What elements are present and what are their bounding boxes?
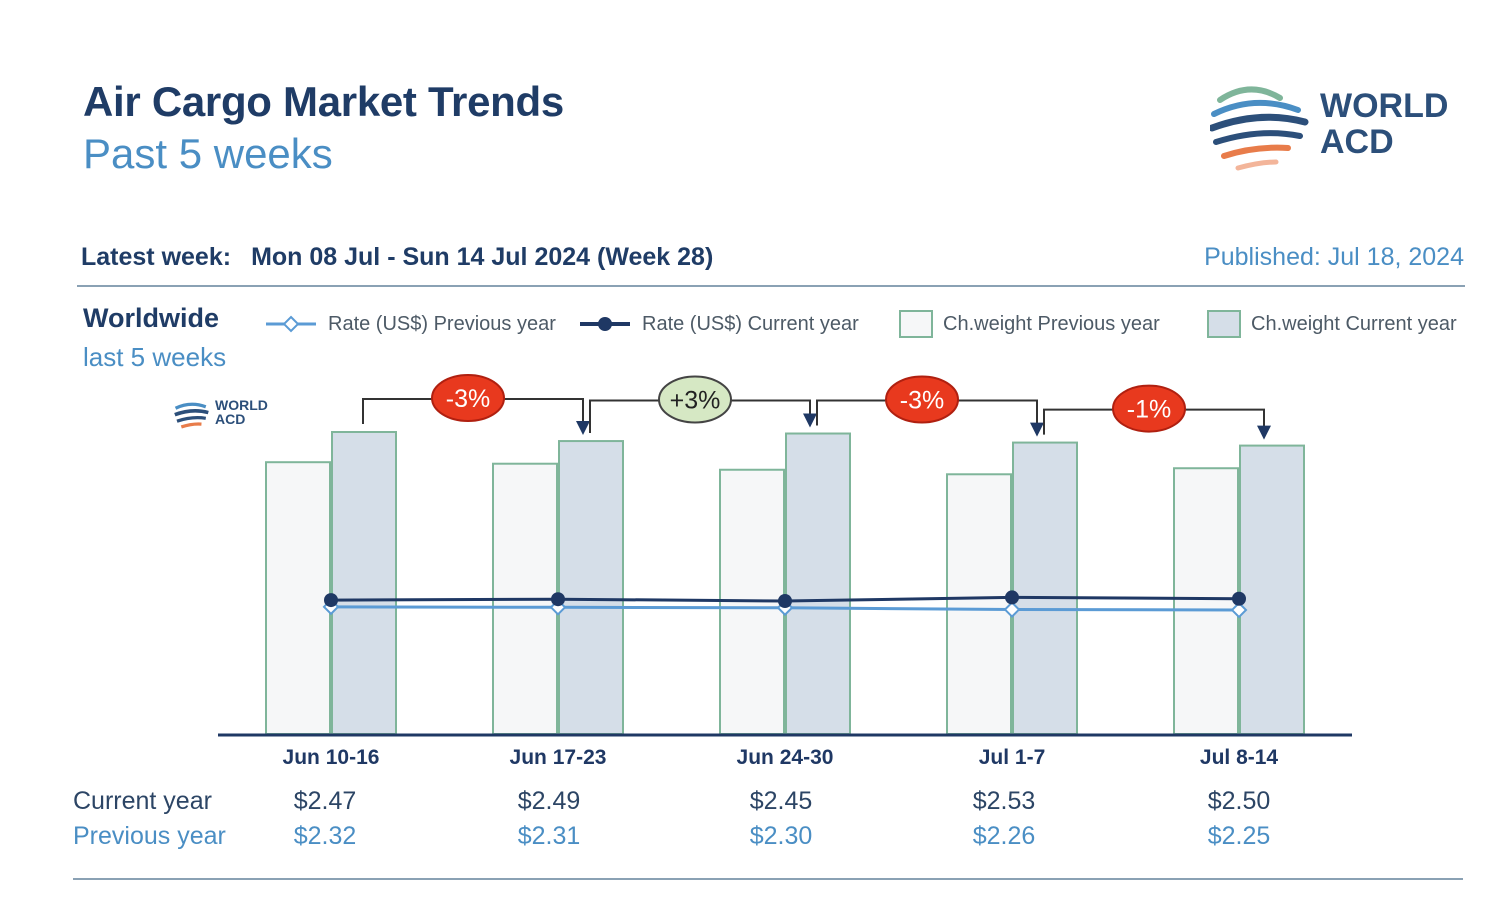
point-rate-current [324,593,338,608]
point-rate-current [1005,590,1019,605]
legend-box-blue-icon [1207,310,1241,338]
logo-text-world: WORLD [1320,87,1449,125]
globe-swirl-small-icon [174,402,209,429]
change-badge-label: +3% [670,387,721,415]
bar-chweight-previous [265,461,331,735]
point-rate-current [778,594,792,608]
divider-bottom [73,878,1463,880]
legend-rate-previous: Rate (US$) Previous year [264,309,556,339]
change-badge-label: -1% [1127,396,1171,424]
change-badge [431,374,505,422]
x-tick-label: Jul 1-7 [979,746,1046,769]
x-tick-label: Jun 24-30 [737,746,834,769]
page-title: Air Cargo Market Trends [83,78,564,125]
bar-chweight-current [785,432,851,735]
rate-previous-value: $2.31 [517,822,581,850]
rate-current-value: $2.49 [517,787,581,815]
change-badge [658,375,732,424]
legend-rate-current: Rate (US$) Current year [578,309,859,339]
latest-week-value: Mon 08 Jul - Sun 14 Jul 2024 (Week 28) [251,243,714,271]
point-rate-current [551,592,565,607]
point-rate-previous [1230,601,1248,619]
rate-current-value: $2.53 [972,787,1036,815]
point-rate-previous [1003,601,1021,618]
bar-chweight-current [1012,441,1078,735]
bar-chweight-previous [946,473,1012,735]
chart-watermark-logo: WORLD ACD [173,396,273,432]
page-subtitle: Past 5 weeks [83,130,333,177]
legend-line-dot-icon [580,317,630,331]
change-badge [1112,384,1186,433]
rate-previous-value: $2.26 [972,822,1036,850]
bar-chweight-current [1239,444,1305,735]
change-badge [885,375,959,424]
change-badge-label: -3% [446,385,490,413]
change-badge-label: -3% [900,387,944,415]
legend-rate-current-label: Rate (US$) Current year [642,312,859,335]
latest-week-label: Latest week: [81,243,232,271]
bar-chweight-current [331,431,397,735]
legend-cw-previous: Ch.weight Previous year [899,309,1160,339]
bar-chweight-previous [1173,467,1239,735]
point-rate-current [1232,591,1246,606]
change-arrow-head [803,413,817,428]
change-arrow-head [1257,425,1271,440]
latest-week: Latest week: Mon 08 Jul - Sun 14 Jul 2024… [81,243,713,272]
x-tick-label: Jul 8-14 [1200,746,1279,769]
globe-swirl-icon [1208,86,1309,171]
change-arrow-head [576,421,590,436]
world-acd-logo: WORLD ACD [1208,80,1480,180]
legend-cw-previous-label: Ch.weight Previous year [943,312,1160,335]
region-title: Worldwide [83,303,220,333]
small-logo-world: WORLD [215,397,268,413]
change-arrow-head [1030,422,1044,437]
legend-cw-current: Ch.weight Current year [1207,309,1457,339]
legend-rate-previous-label: Rate (US$) Previous year [328,312,556,335]
small-logo-acd: ACD [215,411,246,427]
region-subtitle: last 5 weeks [83,342,227,372]
logo-text-acd: ACD [1320,123,1394,161]
rate-current-value: $2.47 [293,787,357,815]
published-date: Published: Jul 18, 2024 [1204,243,1464,271]
row-label-current-year: Current year [73,787,212,815]
x-tick-label: Jun 17-23 [510,746,607,769]
rate-current-value: $2.50 [1207,787,1271,815]
legend-box-light-icon [899,310,933,338]
legend-line-diamond-icon [266,315,316,333]
rate-current-value: $2.45 [749,787,813,815]
x-tick-label: Jun 10-16 [283,746,380,769]
rate-previous-value: $2.25 [1207,822,1271,850]
rate-previous-value: $2.32 [293,822,357,850]
bar-chweight-current [558,440,624,735]
divider-top [77,285,1465,287]
rate-previous-value: $2.30 [749,822,813,850]
legend-cw-current-label: Ch.weight Current year [1251,312,1457,335]
row-label-previous-year: Previous year [73,822,226,850]
